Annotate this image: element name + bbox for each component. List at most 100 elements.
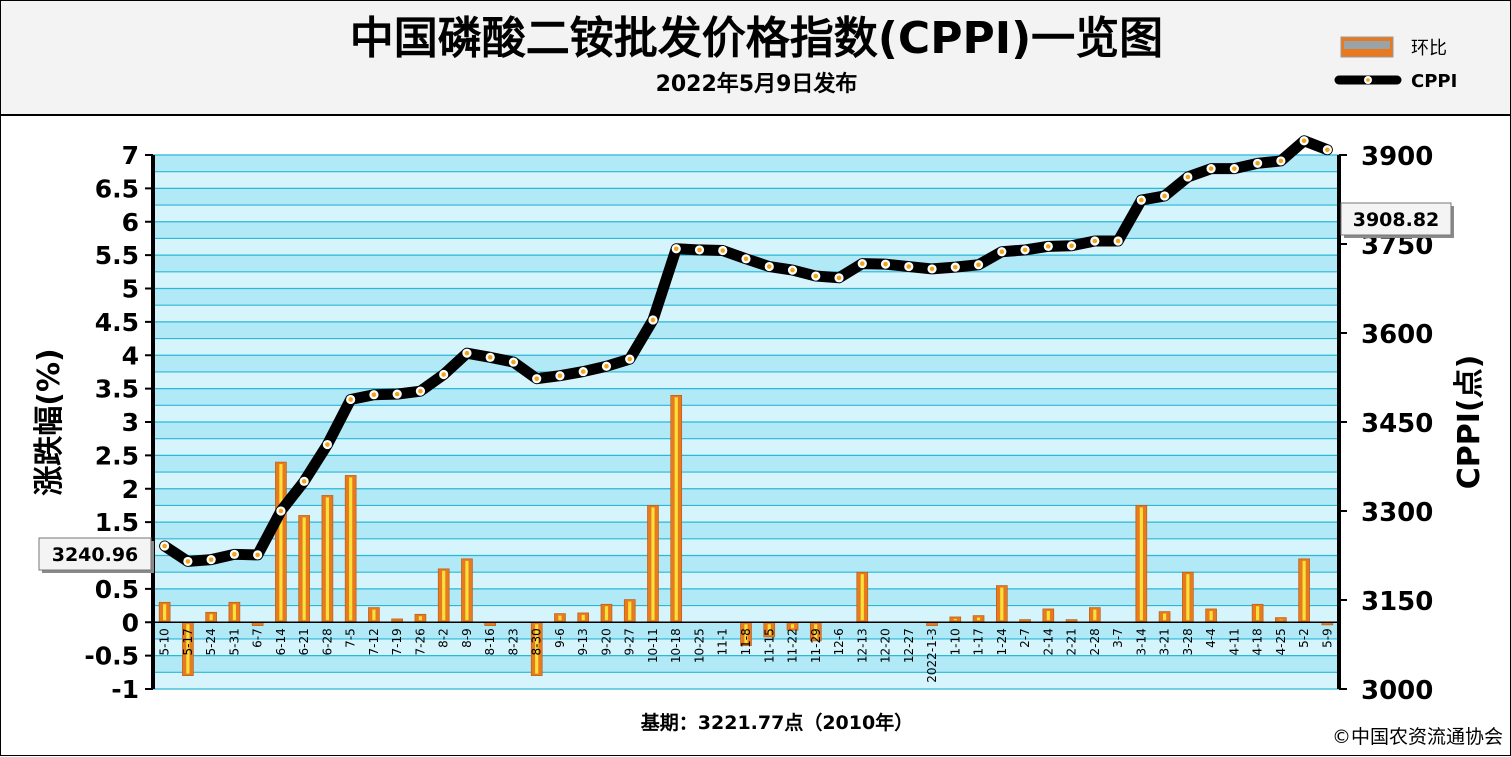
marker-dot: [1278, 158, 1284, 164]
bar-highlight: [186, 624, 190, 674]
category-label: 5-24: [204, 628, 218, 655]
bar-highlight: [535, 624, 539, 674]
line-marker: [1159, 191, 1170, 201]
bar: [321, 495, 334, 623]
marker-dot: [534, 376, 540, 381]
line-marker: [1276, 156, 1286, 166]
bar-highlight: [814, 624, 818, 639]
left-tick-label: 0: [122, 608, 139, 637]
bar-highlight: [581, 614, 585, 621]
copyright-note: ©中国农资流通协会: [1332, 726, 1503, 748]
plot-band: [153, 155, 1339, 172]
line-marker: [1322, 145, 1332, 155]
bar-highlight: [1162, 613, 1167, 621]
legend-line-entry: CPPI: [1334, 71, 1457, 92]
plot-band: [153, 238, 1339, 256]
category-label: 7-19: [390, 628, 404, 655]
category-label: 4-18: [1251, 628, 1265, 655]
category-label: 8-23: [506, 628, 520, 655]
marker-dot: [1255, 161, 1260, 166]
marker-dot: [720, 248, 726, 253]
category-label: 8-16: [483, 628, 497, 655]
line-marker: [927, 264, 937, 274]
category-label: 5-2: [1297, 628, 1311, 648]
legend-bar-label: 环比: [1411, 38, 1447, 59]
line-marker: [578, 366, 588, 377]
plot-band: [153, 405, 1339, 422]
category-label: 9-20: [599, 628, 613, 655]
marker-dot: [1301, 138, 1307, 144]
plot-background: [153, 155, 1339, 689]
marker-dot: [511, 359, 516, 365]
bar-highlight: [302, 517, 306, 621]
right-tick-label: 3600: [1361, 320, 1433, 350]
bar-highlight: [349, 477, 353, 621]
bar-highlight: [279, 464, 283, 621]
plot-band: [153, 205, 1339, 222]
line-marker: [950, 262, 960, 272]
category-label: 6-7: [251, 628, 265, 648]
left-tick-label: 2.5: [95, 441, 139, 470]
line-marker: [1299, 136, 1309, 146]
category-label: 12-6: [832, 628, 846, 655]
bar-highlight: [1093, 609, 1097, 621]
line-marker: [485, 352, 495, 362]
line-marker: [299, 476, 309, 486]
category-label: 11-1: [716, 628, 730, 655]
left-tick-label: 4: [122, 341, 139, 370]
line-marker: [1183, 172, 1193, 182]
line-marker: [857, 258, 867, 269]
marker-dot: [1162, 193, 1167, 199]
line-marker: [1020, 245, 1030, 255]
left-tick-label: 3: [122, 408, 139, 437]
marker-dot: [952, 264, 958, 270]
bar-highlight: [163, 604, 167, 621]
right-tick-label: 3450: [1361, 409, 1433, 439]
marker-dot: [418, 388, 423, 394]
category-label: 2022-1-3: [925, 628, 939, 682]
line-marker: [555, 371, 565, 381]
base-period-note: 基期：3221.77点（2010年）: [640, 711, 913, 734]
line-marker: [834, 273, 844, 283]
bar-highlight: [1209, 610, 1213, 621]
marker-dot: [1046, 244, 1051, 249]
category-label: 2-14: [1041, 628, 1055, 655]
plot-band: [153, 188, 1339, 206]
callout-text: 3240.96: [52, 544, 139, 566]
line-marker: [787, 265, 798, 275]
bar: [1089, 607, 1101, 623]
marker-dot: [627, 356, 633, 362]
bar: [1251, 603, 1264, 623]
category-label: 2-7: [1018, 628, 1032, 648]
legend-bar-entry: 环比: [1340, 36, 1447, 59]
bar-highlight: [232, 604, 236, 621]
plot-band: [153, 305, 1339, 322]
plot-band: [153, 355, 1339, 372]
plot-band: [153, 522, 1339, 539]
marker-dot: [813, 273, 819, 279]
bar-highlight: [558, 615, 562, 621]
line-marker: [392, 389, 402, 399]
left-tick-label: 0.5: [95, 575, 139, 604]
marker-dot: [1092, 238, 1098, 244]
bar-highlight: [1302, 560, 1306, 621]
marker-dot: [1208, 166, 1214, 171]
marker-dot: [604, 363, 609, 369]
right-tick-label: 3000: [1361, 676, 1433, 706]
marker-dot: [255, 552, 260, 558]
left-tick-label: 4.5: [95, 308, 139, 337]
bar: [1182, 571, 1194, 623]
legend: 环比 CPPI: [1334, 36, 1457, 92]
category-label: 3-28: [1181, 628, 1195, 655]
legend-line-label: CPPI: [1411, 71, 1457, 92]
category-label: 2-28: [1088, 628, 1102, 655]
category-label: 11-15: [762, 628, 776, 663]
bar: [1135, 505, 1148, 623]
left-axis-title: 涨跌幅(%): [32, 348, 67, 495]
left-tick-label: 6.5: [95, 174, 139, 203]
plot-band: [153, 438, 1339, 456]
line-marker: [439, 369, 449, 380]
marker-dot: [929, 266, 935, 272]
bar: [972, 615, 985, 623]
category-label: 3-21: [1158, 628, 1172, 655]
